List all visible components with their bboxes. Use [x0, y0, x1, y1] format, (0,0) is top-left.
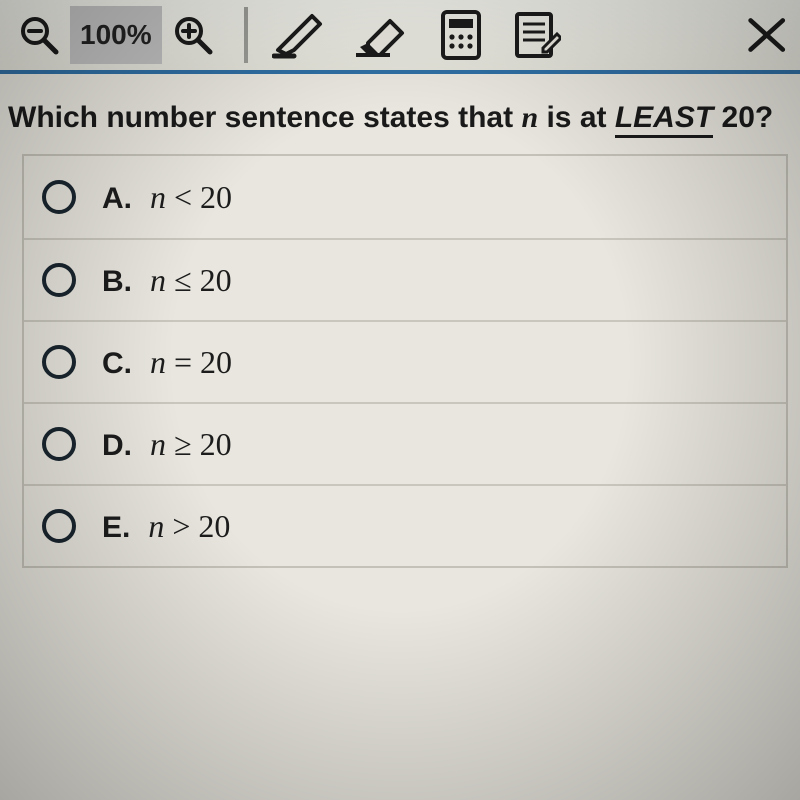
option-letter: D. — [102, 429, 132, 463]
option-c[interactable]: C. n = 20 — [24, 320, 786, 402]
eraser-button[interactable] — [344, 6, 416, 64]
zoom-in-icon — [172, 14, 214, 56]
highlighter-button[interactable] — [268, 6, 330, 64]
zoom-in-button[interactable] — [162, 6, 224, 64]
toolbar-separator — [244, 7, 248, 63]
option-expression: n = 20 — [150, 344, 232, 381]
question-area: Which number sentence states that n is a… — [0, 74, 800, 568]
option-letter: C. — [102, 347, 132, 381]
option-d-text: D. n ≥ 20 — [102, 426, 232, 463]
notepad-button[interactable] — [506, 6, 568, 64]
option-a-text: A. n < 20 — [102, 179, 232, 216]
option-letter: A. — [102, 182, 132, 216]
option-d[interactable]: D. n ≥ 20 — [24, 402, 786, 484]
option-e-text: E. n > 20 — [102, 508, 230, 545]
radio-b[interactable] — [42, 263, 76, 297]
option-expression: n > 20 — [148, 508, 230, 545]
eraser-icon — [350, 11, 410, 59]
zoom-level-text: 100% — [80, 19, 152, 51]
question-text: Which number sentence states that n is a… — [4, 100, 794, 154]
zoom-level-display: 100% — [70, 6, 162, 64]
radio-d[interactable] — [42, 427, 76, 461]
notepad-icon — [513, 10, 561, 60]
toolbar: 100% — [0, 0, 800, 74]
zoom-out-button[interactable] — [8, 6, 70, 64]
option-letter: E. — [102, 511, 130, 545]
option-e[interactable]: E. n > 20 — [24, 484, 786, 566]
options-list: A. n < 20 B. n ≤ 20 — [22, 154, 788, 568]
option-expression: n ≥ 20 — [150, 426, 232, 463]
highlighter-icon — [272, 10, 326, 60]
option-c-text: C. n = 20 — [102, 344, 232, 381]
option-expression: n ≤ 20 — [150, 262, 232, 299]
cross-out-icon — [746, 10, 792, 60]
calculator-button[interactable] — [430, 6, 492, 64]
cross-out-button[interactable] — [746, 6, 792, 64]
zoom-group: 100% — [8, 6, 224, 64]
radio-c[interactable] — [42, 345, 76, 379]
radio-e[interactable] — [42, 509, 76, 543]
question-emphasis: LEAST — [615, 101, 713, 138]
question-mid: is at — [538, 101, 615, 134]
question-prefix: Which number sentence states that — [8, 101, 521, 134]
option-b-text: B. n ≤ 20 — [102, 262, 232, 299]
option-letter: B. — [102, 265, 132, 299]
option-a[interactable]: A. n < 20 — [24, 156, 786, 238]
radio-a[interactable] — [42, 180, 76, 214]
calculator-icon — [439, 10, 483, 60]
option-expression: n < 20 — [150, 179, 232, 216]
option-b[interactable]: B. n ≤ 20 — [24, 238, 786, 320]
question-suffix: 20? — [722, 101, 774, 134]
zoom-out-icon — [18, 14, 60, 56]
question-variable: n — [521, 101, 538, 134]
